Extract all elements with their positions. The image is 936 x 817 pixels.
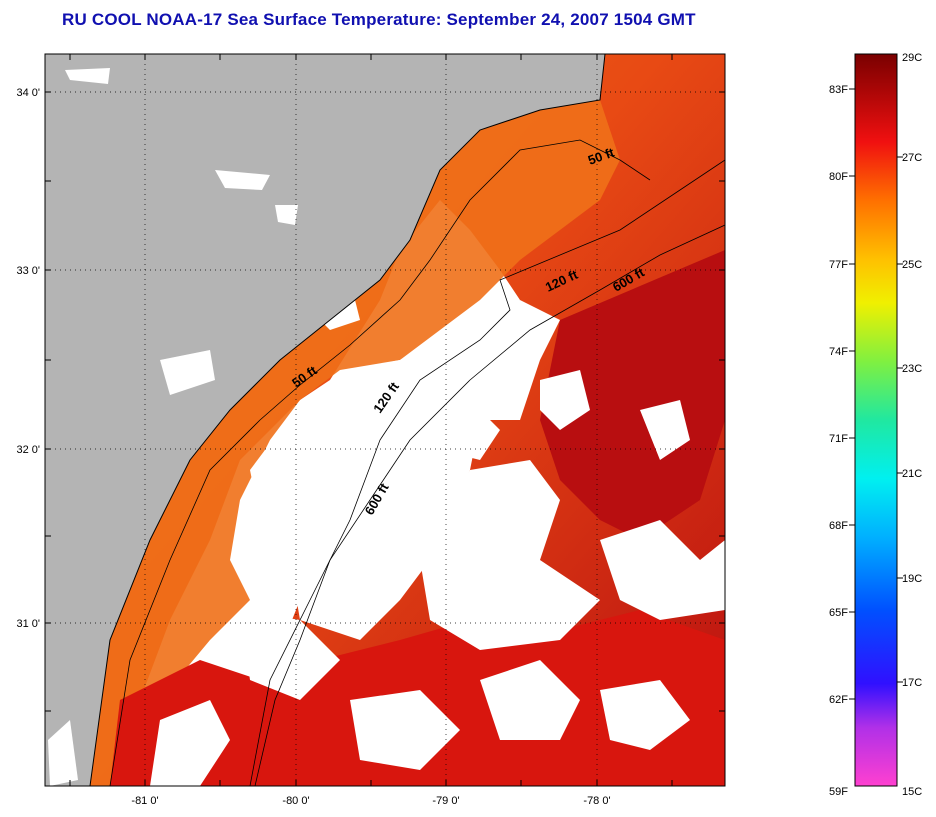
land-area — [45, 54, 605, 786]
inland-cloud-patches — [48, 68, 298, 786]
cloud-mask — [150, 280, 725, 786]
colorbar-c-1: 27C — [902, 152, 922, 164]
colorbar-f-6: 65F — [829, 607, 848, 619]
lon-label-81: -81 0' — [131, 795, 158, 807]
colorbar-c-6: 17C — [902, 677, 922, 689]
lat-label-34: 34 0' — [16, 87, 40, 99]
colorbar-f-1: 80F — [829, 171, 848, 183]
contour-120ft — [249, 159, 725, 786]
colorbar-c-0: 29C — [902, 52, 922, 64]
contour-50ft — [109, 139, 651, 786]
map-ticks — [45, 54, 725, 786]
graticule — [45, 54, 725, 786]
coastline — [89, 54, 606, 786]
sst-offshore-warm — [540, 250, 725, 540]
colorbar-c-3: 23C — [902, 363, 922, 375]
colorbar-ticks — [849, 88, 903, 700]
lat-label-33: 33 0' — [16, 265, 40, 277]
colorbar-f-2: 77F — [829, 259, 848, 271]
sst-shelf-band — [90, 100, 620, 786]
colorbar-f-4: 71F — [829, 433, 848, 445]
colorbar-c-4: 21C — [902, 468, 922, 480]
lon-label-79: -79 0' — [432, 795, 459, 807]
colorbar-f-0: 83F — [829, 84, 848, 96]
lat-label-31: 31 0' — [16, 618, 40, 630]
colorbar-c-2: 25C — [902, 259, 922, 271]
colorbar — [854, 53, 898, 787]
lat-label-32: 32 0' — [16, 444, 40, 456]
lon-label-80: -80 0' — [282, 795, 309, 807]
lon-label-78: -78 0' — [583, 795, 610, 807]
map-border — [44, 53, 726, 787]
colorbar-c-7: 15C — [902, 786, 922, 798]
colorbar-f-7: 62F — [829, 694, 848, 706]
colorbar-f-5: 68F — [829, 520, 848, 532]
colorbar-f-8: 59F — [829, 786, 848, 798]
contour-600ft — [254, 224, 725, 786]
map-title: RU COOL NOAA-17 Sea Surface Temperature:… — [62, 10, 696, 29]
colorbar-c-5: 19C — [902, 573, 922, 585]
colorbar-f-3: 74F — [829, 346, 848, 358]
